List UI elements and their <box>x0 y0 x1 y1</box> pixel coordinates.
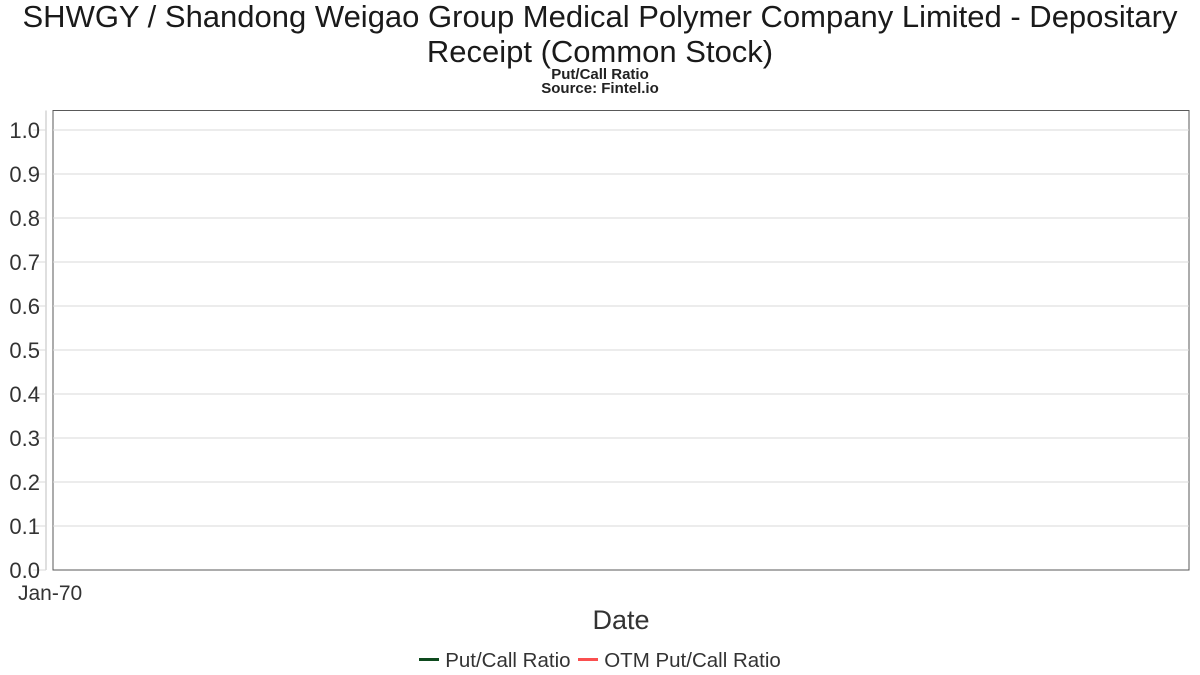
svg-text:0.5: 0.5 <box>9 338 40 363</box>
svg-text:0.9: 0.9 <box>9 162 40 187</box>
svg-text:0.4: 0.4 <box>9 382 40 407</box>
svg-text:0.7: 0.7 <box>9 250 40 275</box>
svg-text:Jan-70: Jan-70 <box>18 582 82 605</box>
svg-text:0.2: 0.2 <box>9 470 40 495</box>
svg-text:0.6: 0.6 <box>9 294 40 319</box>
svg-text:0.0: 0.0 <box>9 558 40 583</box>
svg-text:0.1: 0.1 <box>9 514 40 539</box>
svg-text:0.8: 0.8 <box>9 206 40 231</box>
svg-text:0.3: 0.3 <box>9 426 40 451</box>
svg-text:1.0: 1.0 <box>9 118 40 143</box>
